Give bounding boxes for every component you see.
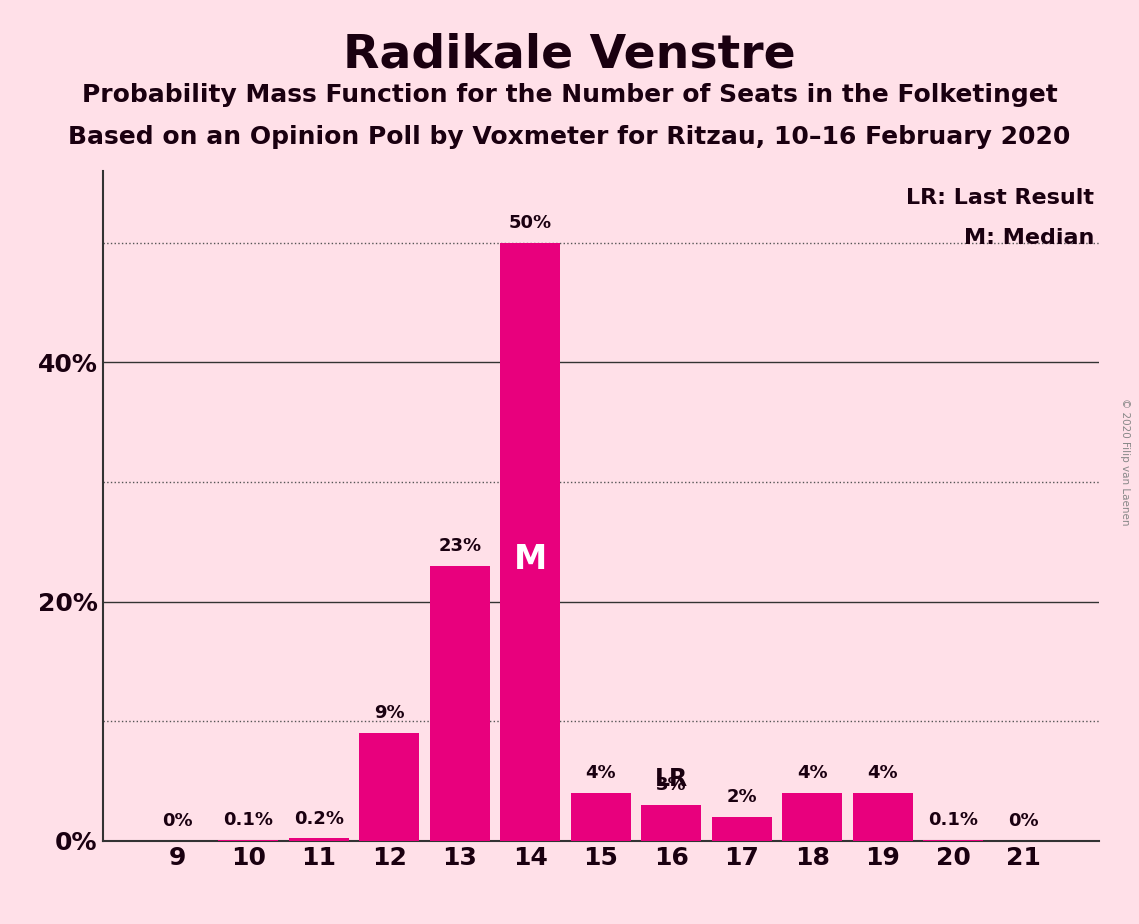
Text: 9%: 9% xyxy=(374,704,404,723)
Bar xyxy=(429,565,490,841)
Bar xyxy=(782,793,843,841)
Bar xyxy=(924,840,983,841)
Text: 4%: 4% xyxy=(797,764,828,783)
Text: Based on an Opinion Poll by Voxmeter for Ritzau, 10–16 February 2020: Based on an Opinion Poll by Voxmeter for… xyxy=(68,125,1071,149)
Text: 0.1%: 0.1% xyxy=(928,811,978,829)
Text: M: Median: M: Median xyxy=(964,228,1095,248)
Text: LR: Last Result: LR: Last Result xyxy=(907,188,1095,208)
Text: 2%: 2% xyxy=(727,788,757,806)
Text: M: M xyxy=(514,543,547,577)
Bar xyxy=(712,817,772,841)
Bar xyxy=(219,840,278,841)
Bar xyxy=(500,243,560,841)
Text: © 2020 Filip van Laenen: © 2020 Filip van Laenen xyxy=(1120,398,1130,526)
Bar xyxy=(289,838,349,841)
Text: 23%: 23% xyxy=(439,537,482,555)
Text: Probability Mass Function for the Number of Seats in the Folketinget: Probability Mass Function for the Number… xyxy=(82,83,1057,107)
Text: 50%: 50% xyxy=(509,214,552,232)
Text: 0.1%: 0.1% xyxy=(223,811,273,829)
Text: 0%: 0% xyxy=(1008,812,1039,830)
Bar xyxy=(641,805,702,841)
Bar xyxy=(853,793,912,841)
Text: 4%: 4% xyxy=(868,764,899,783)
Text: 4%: 4% xyxy=(585,764,616,783)
Text: 0%: 0% xyxy=(163,812,194,830)
Bar xyxy=(359,733,419,841)
Text: 0.2%: 0.2% xyxy=(294,809,344,828)
Text: Radikale Venstre: Radikale Venstre xyxy=(343,32,796,78)
Bar xyxy=(571,793,631,841)
Text: 3%: 3% xyxy=(656,776,687,795)
Text: LR: LR xyxy=(655,767,688,791)
